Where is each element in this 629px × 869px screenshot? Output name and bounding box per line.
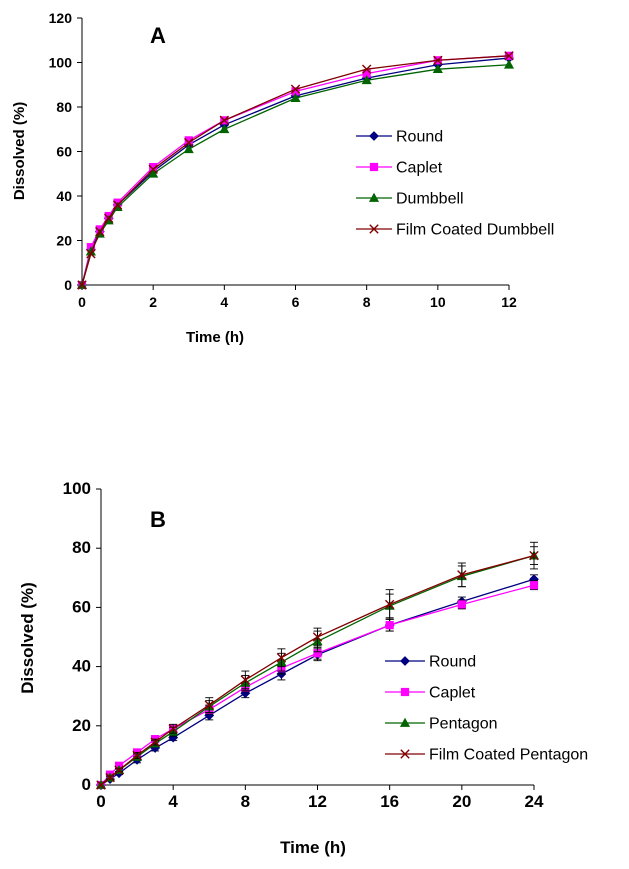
chart-panel-b: B Time (h) Dissolved (%) 0 20 40 60 80 100 0 4 8… <box>18 479 588 857</box>
legend: Round Caplet Dumbbell Film Coated Dumbbell <box>356 129 554 239</box>
x-tick-label: 10 <box>430 294 446 310</box>
legend-item: Round <box>356 129 443 146</box>
y-tick-label: 40 <box>56 188 72 204</box>
legend-swatch-marker <box>370 132 378 140</box>
x-tick-label: 12 <box>501 294 517 310</box>
legend-item: Caplet <box>356 160 443 177</box>
y-tick-label: 100 <box>49 55 73 71</box>
legend-item: Film Coated Pentagon <box>385 747 588 764</box>
legend-label: Pentagon <box>429 716 498 733</box>
legend-item: Round <box>385 654 476 671</box>
x-tick-label: 4 <box>220 294 228 310</box>
x-tick-label: 20 <box>452 792 471 811</box>
y-tick-label: 80 <box>72 538 91 557</box>
legend-label: Dumbbell <box>396 191 464 208</box>
x-tick-label: 16 <box>380 792 399 811</box>
data-point <box>530 582 537 589</box>
legend-label: Caplet <box>396 160 443 177</box>
y-tick-label: 20 <box>72 716 91 735</box>
series-film-coated-dumbbell <box>78 52 513 290</box>
y-tick-label: 40 <box>72 657 91 676</box>
legend-item: Film Coated Dumbbell <box>356 222 554 239</box>
y-tick-label: 60 <box>56 144 72 160</box>
y-axis-title: Dissolved (%) <box>18 582 37 693</box>
series-dumbbell <box>78 61 513 289</box>
x-tick-label: 12 <box>308 792 327 811</box>
legend-item: Pentagon <box>385 716 498 733</box>
legend-label: Round <box>396 129 443 146</box>
x-tick-label: 8 <box>363 294 371 310</box>
x-tick-label: 8 <box>241 792 250 811</box>
x-tick-label: 0 <box>96 792 105 811</box>
panel-label: A <box>150 23 166 48</box>
x-tick-label: 24 <box>525 792 544 811</box>
legend-item: Caplet <box>385 685 476 702</box>
legend-swatch-marker <box>370 163 377 170</box>
x-tick-label: 0 <box>78 294 86 310</box>
legend-label: Film Coated Pentagon <box>429 747 588 764</box>
data-point <box>386 622 393 629</box>
legend-swatch-marker <box>401 688 408 695</box>
panel-label: B <box>150 507 166 532</box>
y-tick-label: 80 <box>56 99 72 115</box>
legend-label: Round <box>429 654 476 671</box>
chart-panel-a: A Time (h) Dissolved (%) 020406080100120… <box>11 10 554 346</box>
y-tick-label: 60 <box>72 597 91 616</box>
y-tick-label: 100 <box>63 479 91 498</box>
x-axis-title: Time (h) <box>280 838 346 857</box>
x-tick-label: 6 <box>292 294 300 310</box>
x-axis-title: Time (h) <box>186 329 244 346</box>
y-tick-label: 20 <box>56 233 72 249</box>
legend-item: Dumbbell <box>356 191 464 208</box>
y-tick-label: 0 <box>82 775 91 794</box>
legend-label: Caplet <box>429 685 476 702</box>
y-tick-label: 0 <box>64 277 72 293</box>
series-caplet <box>78 52 512 288</box>
y-axis-title: Dissolved (%) <box>11 102 28 200</box>
legend-label: Film Coated Dumbbell <box>396 222 554 239</box>
x-tick-label: 2 <box>149 294 157 310</box>
legend-swatch-marker <box>401 657 409 665</box>
y-tick-label: 120 <box>49 10 73 26</box>
x-tick-label: 4 <box>168 792 178 811</box>
data-point <box>458 601 465 608</box>
legend: Round Caplet Pentagon Film Coated Pentagon <box>385 654 588 764</box>
